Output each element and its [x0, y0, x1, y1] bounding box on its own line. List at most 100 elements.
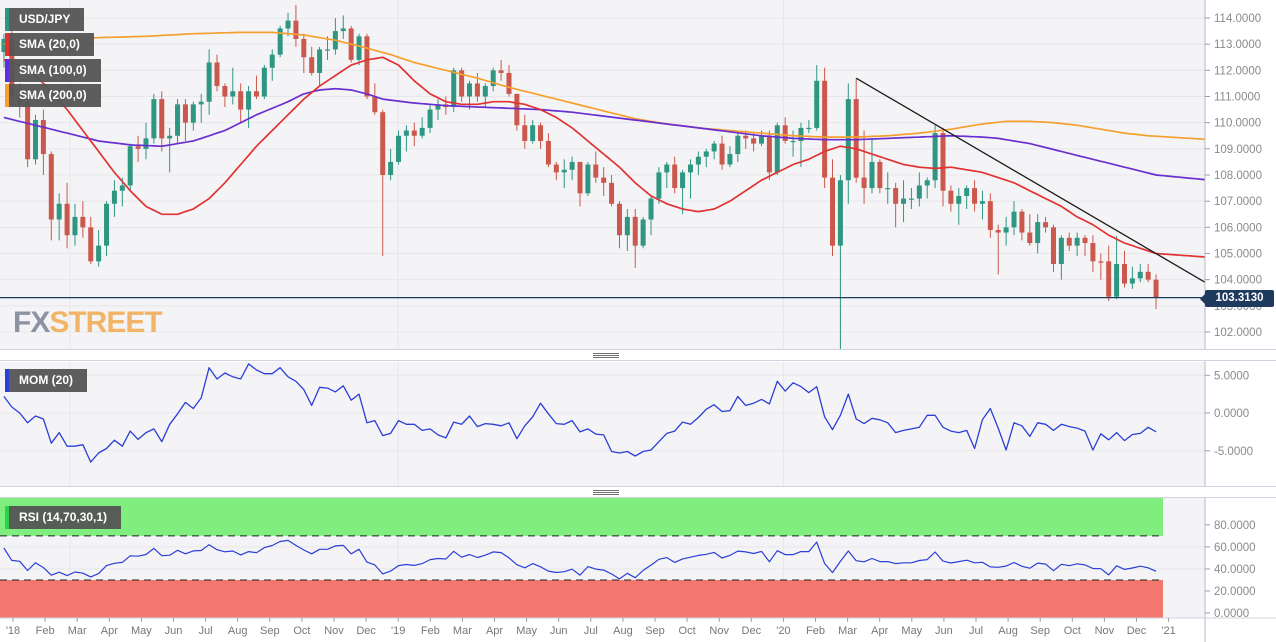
- panel-separator-2: [0, 486, 1276, 498]
- candle-down: [253, 91, 259, 97]
- month-label: May: [131, 625, 152, 637]
- candle-down: [972, 188, 978, 204]
- month-label: May: [901, 625, 922, 637]
- candle-down: [80, 216, 86, 228]
- month-label: Jul: [199, 625, 213, 637]
- candle-up: [908, 198, 914, 200]
- candle-up: [33, 120, 39, 160]
- candle-up: [687, 164, 693, 173]
- candle-up: [111, 190, 117, 204]
- sma20-label: SMA (20,0): [19, 37, 80, 51]
- month-label: Feb: [421, 625, 440, 637]
- candle-up: [427, 109, 433, 128]
- axis-label: 40.0000: [1214, 564, 1256, 576]
- month-label: Feb: [806, 625, 825, 637]
- candle-down: [893, 188, 899, 204]
- candle-down: [293, 20, 299, 39]
- candle-down: [301, 38, 307, 58]
- candle-up: [151, 99, 157, 139]
- candle-up: [727, 154, 733, 165]
- candle-up: [869, 161, 875, 189]
- candle-down: [380, 112, 386, 175]
- fxstreet-watermark: FXSTREET: [13, 306, 163, 340]
- month-label: Jul: [584, 625, 598, 637]
- candle-up: [246, 91, 252, 110]
- axis-label: 105.0000: [1214, 249, 1262, 261]
- candle-down: [719, 143, 725, 165]
- legend-mom[interactable]: MOM (20): [5, 369, 87, 392]
- legend-sma100[interactable]: SMA (100,0): [5, 59, 101, 82]
- legend-sma200[interactable]: SMA (200,0): [5, 84, 101, 107]
- mom-color-chip: [5, 369, 9, 392]
- axis-label: 113.0000: [1214, 39, 1261, 51]
- candle-down: [577, 161, 583, 194]
- candle-down: [861, 177, 867, 189]
- candle-down: [135, 146, 141, 149]
- month-label: Sep: [645, 625, 665, 637]
- candle-down: [593, 164, 599, 178]
- legend-sma20[interactable]: SMA (20,0): [5, 33, 94, 56]
- candle-up: [317, 49, 323, 73]
- month-label: Feb: [36, 625, 55, 637]
- candle-down: [987, 201, 993, 230]
- candle-down: [609, 182, 615, 204]
- legend-symbol[interactable]: USD/JPY: [5, 8, 85, 31]
- axis-label: 0.0000: [1214, 408, 1249, 420]
- candle-up: [774, 125, 780, 173]
- rsi-oversold-band: [0, 579, 1163, 618]
- candle-up: [806, 127, 812, 130]
- candle-up: [467, 83, 473, 97]
- candle-up: [324, 49, 330, 51]
- axis-label: 20.0000: [1214, 586, 1256, 598]
- symbol-label: USD/JPY: [19, 12, 71, 26]
- candle-up: [656, 172, 662, 199]
- axis-label: 114.0000: [1214, 13, 1261, 25]
- sma100-label: SMA (100,0): [19, 63, 87, 77]
- panel-resize-handle[interactable]: [593, 353, 619, 360]
- axis-label: 108.0000: [1214, 170, 1262, 182]
- panel-resize-handle[interactable]: [593, 490, 619, 497]
- month-label: Dec: [356, 625, 376, 637]
- candle-up: [1137, 271, 1143, 279]
- candle-down: [64, 203, 70, 236]
- candle-down: [498, 70, 504, 73]
- candle-down: [309, 57, 315, 73]
- x-axis-strip[interactable]: [0, 618, 1205, 642]
- candle-up: [624, 216, 630, 236]
- candle-up: [143, 138, 149, 149]
- descending-trendline[interactable]: [855, 77, 1207, 283]
- month-label: Mar: [68, 625, 87, 637]
- candle-down: [459, 70, 465, 97]
- sma200-color-chip: [5, 84, 9, 107]
- right-axis-strip[interactable]: [1205, 0, 1276, 642]
- candle-down: [940, 133, 946, 191]
- candle-up: [190, 104, 196, 123]
- month-label: '18: [6, 625, 20, 637]
- panel-separator-1: [0, 349, 1276, 361]
- candle-down: [877, 161, 883, 189]
- candle-down: [751, 138, 757, 144]
- legend-rsi[interactable]: RSI (14,70,30,1): [5, 506, 122, 529]
- candle-down: [1050, 227, 1056, 264]
- candle-down: [1145, 271, 1151, 280]
- candle-down: [372, 96, 378, 113]
- candle-down: [553, 164, 559, 173]
- current-price-tag[interactable]: 103.3130: [1200, 290, 1274, 307]
- candle-up: [837, 180, 843, 246]
- month-label: '20: [776, 625, 790, 637]
- candle-up: [230, 91, 236, 97]
- candle-down: [1066, 237, 1072, 246]
- candle-down: [766, 135, 772, 173]
- rsi-line: [3, 539, 1157, 580]
- candle-up: [901, 198, 907, 204]
- candle-up: [1074, 237, 1080, 246]
- axis-label: 80.0000: [1214, 520, 1256, 532]
- axis-label: 107.0000: [1214, 196, 1262, 208]
- candle-up: [979, 201, 985, 204]
- momentum-panel[interactable]: [0, 362, 1205, 486]
- candle-up: [1035, 222, 1041, 244]
- candle-up: [640, 219, 646, 246]
- month-label: Apr: [486, 625, 503, 637]
